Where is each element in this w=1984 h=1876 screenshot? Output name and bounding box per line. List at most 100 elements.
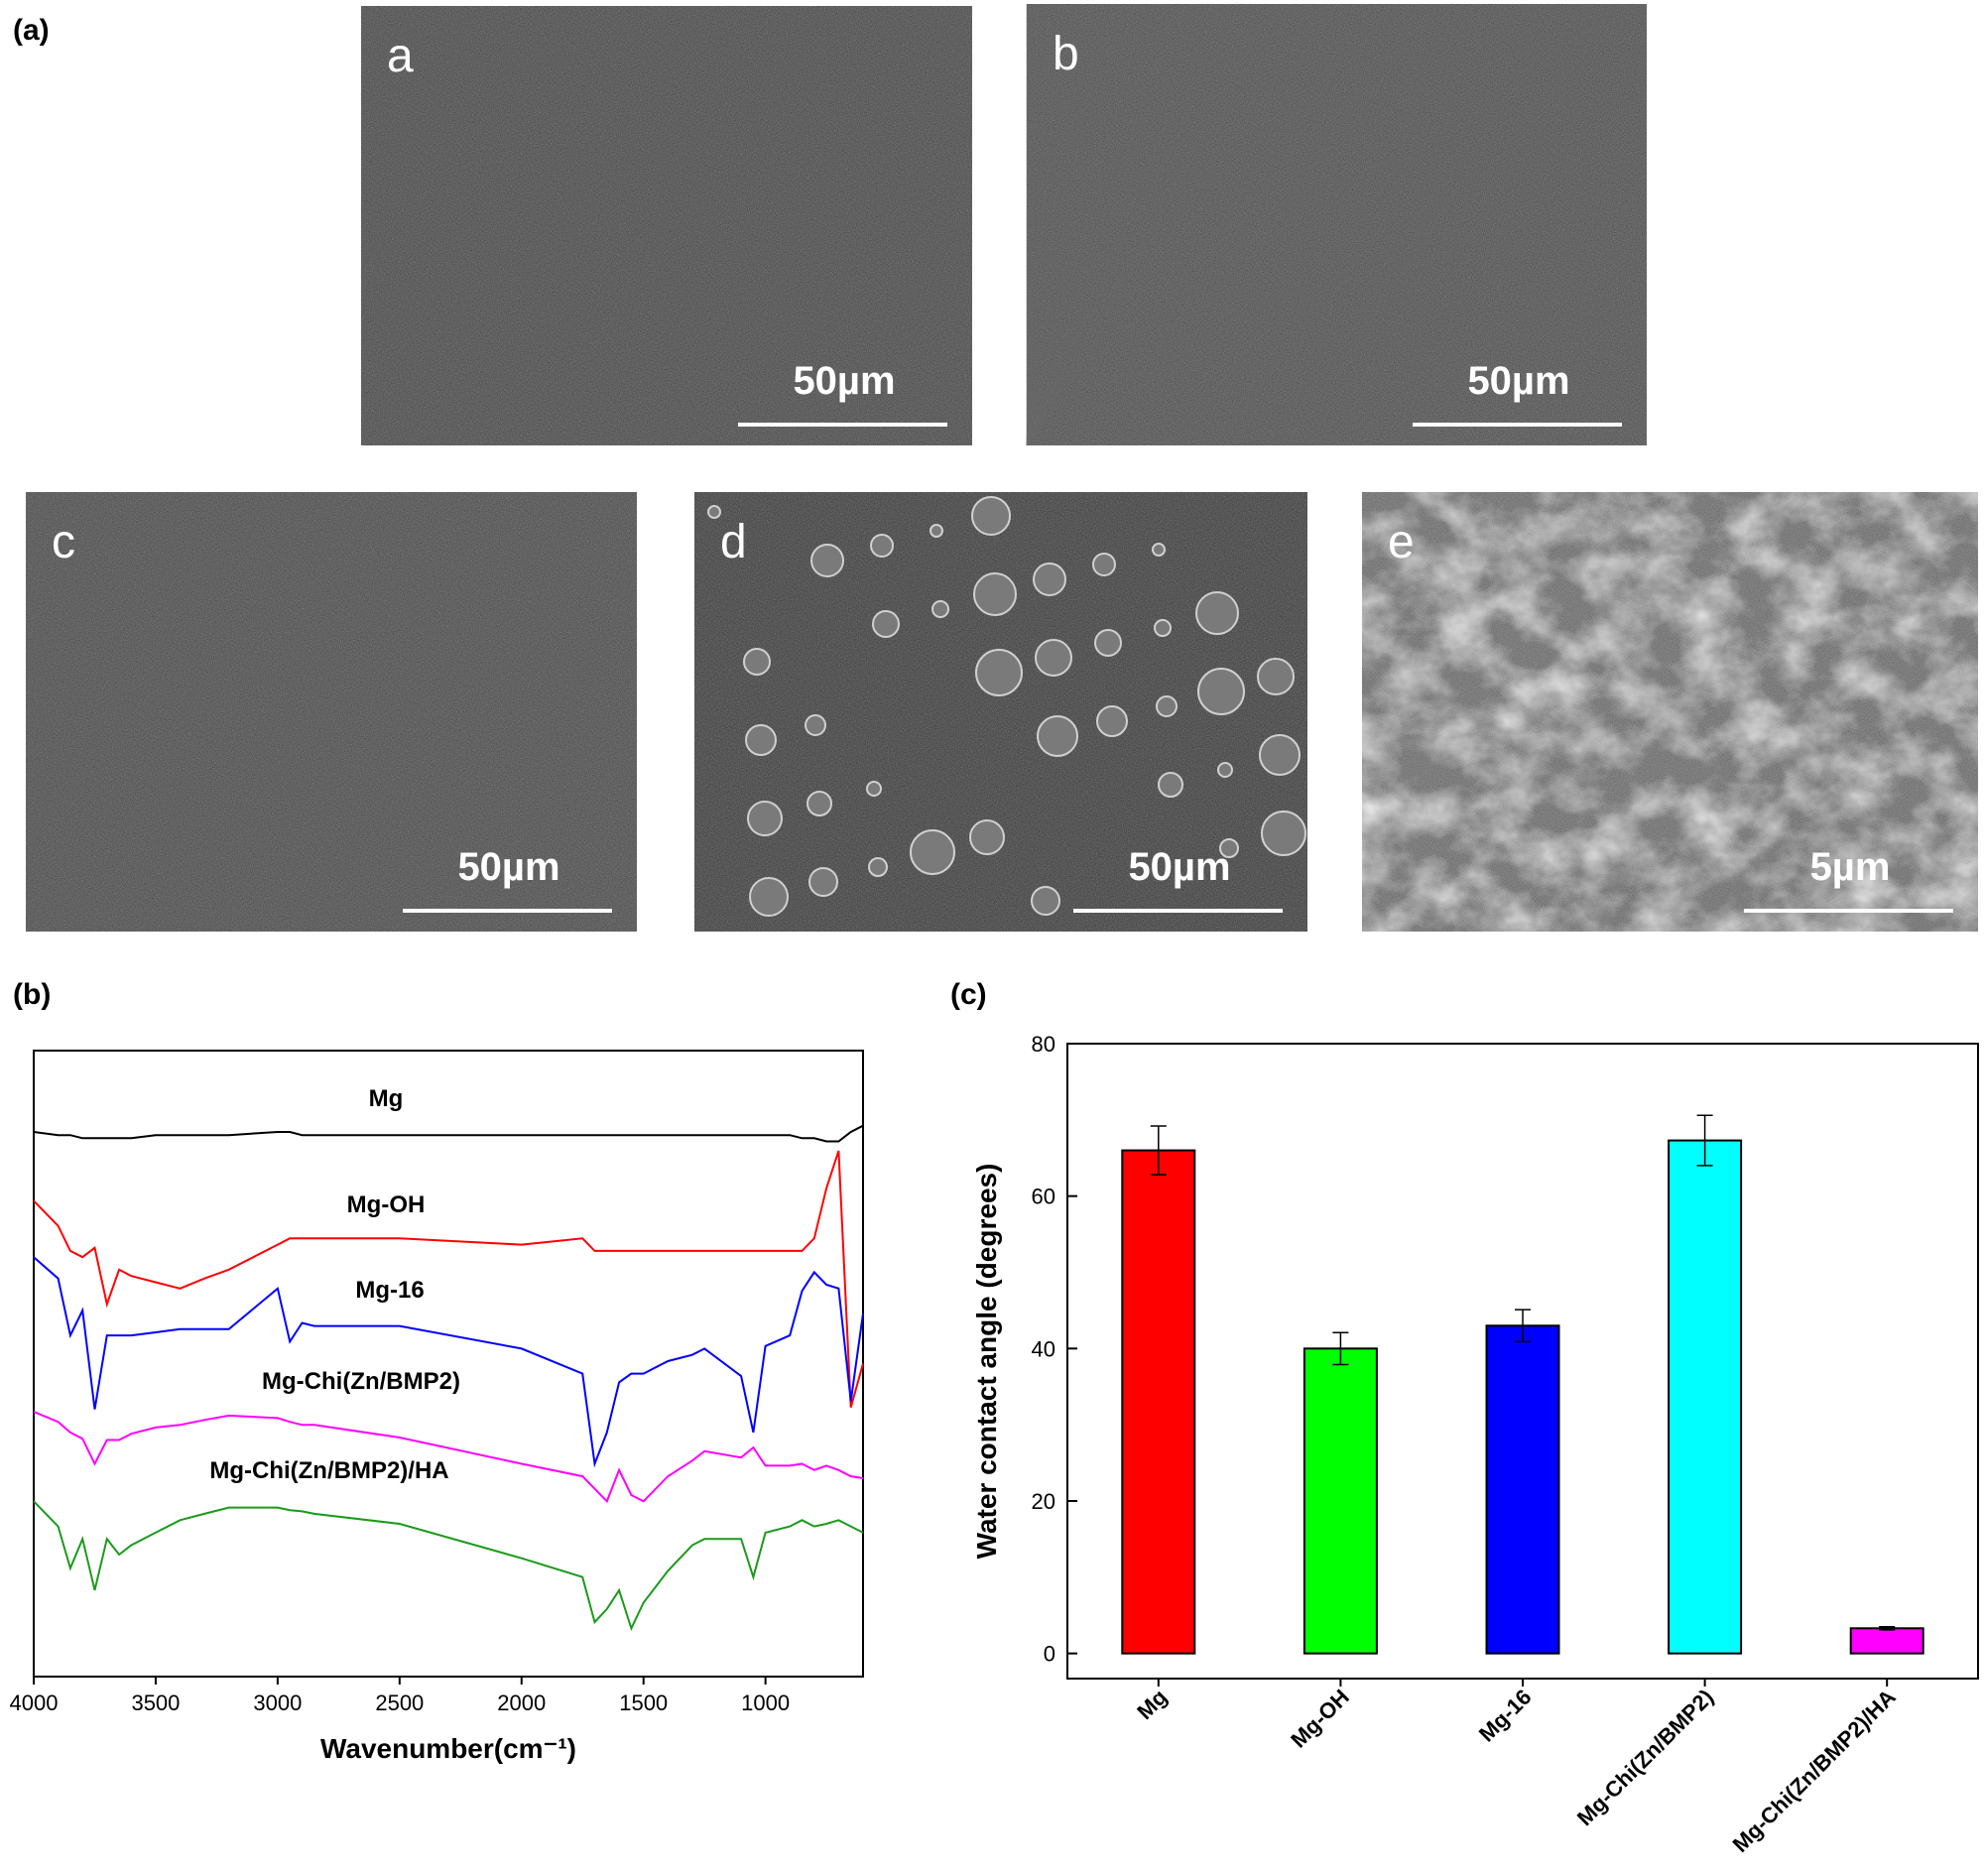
bar: [1668, 1139, 1743, 1655]
sem-particle: [1152, 543, 1166, 557]
x-tick-label: Mg-16: [1474, 1685, 1537, 1747]
plot-frame: [33, 1050, 864, 1678]
sem-scratch: [1026, 3, 1135, 446]
sem-scratch: [1092, 3, 1392, 446]
sem-particle: [868, 857, 888, 877]
sem-images: a 50µm b 50µm c 50µm d 50µm e 5µm: [26, 3, 1978, 932]
sem-scratch: [1327, 3, 1627, 446]
sem-particle: [872, 610, 900, 638]
sem-image: a 50µm: [361, 6, 972, 445]
x-tick-label: 3500: [131, 1690, 180, 1715]
error-bar: [1879, 1626, 1896, 1631]
sem-particle: [1259, 734, 1301, 776]
sem-particle: [1195, 591, 1239, 635]
sem-particle: [1257, 658, 1295, 695]
sem-scratch: [1305, 3, 1605, 446]
sem-scratch: [1026, 3, 1285, 446]
sem-particle: [1154, 619, 1172, 637]
sem-particle: [969, 819, 1005, 855]
sem-image: d 50µm: [694, 492, 1307, 932]
bar: [1121, 1149, 1196, 1655]
sem-scratch: [1285, 3, 1584, 446]
sem-scratch: [1209, 3, 1509, 446]
sem-scratch: [1026, 3, 1220, 446]
sem-particle: [745, 724, 777, 756]
panel-label: (c): [950, 978, 987, 1011]
sem-scratch: [1028, 3, 1327, 446]
spectrum-line: [33, 1411, 864, 1504]
sem-scratch: [1026, 3, 1296, 446]
sem-image: c 50µm: [26, 492, 637, 932]
sem-scratch: [1026, 3, 1231, 446]
sem-particle: [806, 791, 832, 816]
sem-particle: [747, 801, 783, 836]
sem-letter: c: [52, 516, 75, 568]
spectrum-line: [33, 1500, 864, 1632]
sem-scratch: [1026, 3, 1199, 446]
x-tick-label: Mg-OH: [1286, 1685, 1354, 1753]
sem-texture: [361, 6, 972, 445]
sem-scratch: [1026, 3, 1103, 446]
sem-particle: [973, 572, 1017, 616]
ftir-chart: 4000 3500 3000 2500 2000 1500 1000 Wavenumber(c…: [10, 1050, 864, 1764]
sem-particle: [1156, 695, 1178, 717]
sem-scratch: [1026, 3, 1050, 446]
sem-particle: [1033, 563, 1066, 596]
y-tick-label: 0: [1044, 1642, 1055, 1667]
sem-image: b 50µm: [1026, 3, 1647, 446]
y-axis-label: Water contact angle (degrees): [971, 1164, 1002, 1560]
sem-letter: b: [1053, 28, 1079, 80]
y-tick-label: 40: [1032, 1336, 1055, 1361]
sem-particle: [930, 524, 943, 538]
sem-image: e 5µm: [1362, 492, 1978, 932]
sem-particle: [1261, 811, 1306, 856]
bar: [1485, 1324, 1560, 1655]
x-tick-label: Mg-Chi(Zn/BMP2)/HA: [1728, 1685, 1901, 1857]
sem-particle: [749, 877, 789, 917]
sem-scratch: [1026, 3, 1188, 446]
x-tick-label: 2500: [375, 1690, 424, 1715]
error-bar: [1696, 1114, 1713, 1167]
sem-scratch: [1135, 3, 1434, 446]
x-tick-label: 3000: [253, 1690, 302, 1715]
sem-scratch: [1026, 3, 1124, 446]
sem-scratch: [1026, 3, 1092, 446]
sem-particle: [910, 829, 955, 875]
series-label: Mg-Chi(Zn/BMP2): [262, 1368, 460, 1395]
spectrum-line: [33, 1124, 864, 1143]
sem-scratch: [1231, 3, 1531, 446]
sem-texture: [1027, 4, 1647, 445]
contact-angle-chart: 0 20 40 60 80 Water contact angle (degrees) Mg…: [971, 1032, 1979, 1857]
sem-clumps: [1362, 492, 1978, 932]
y-tick-label: 60: [1032, 1185, 1055, 1209]
scale-bar-label: 50µm: [793, 359, 895, 403]
sem-scratch: [1026, 3, 1274, 446]
sem-particle: [1219, 838, 1239, 858]
sem-particle: [1094, 629, 1122, 657]
panel-label: (b): [13, 978, 51, 1011]
x-axis-label: Wavenumber(cm⁻¹): [320, 1733, 576, 1764]
sem-particle: [1037, 715, 1078, 757]
series-label: Mg-Chi(Zn/BMP2)/HA: [209, 1457, 448, 1484]
x-tick-label: Mg-Chi(Zn/BMP2): [1572, 1685, 1718, 1830]
sem-particle: [931, 600, 949, 618]
sem-scratch: [1026, 3, 1178, 446]
sem-scratch: [1274, 3, 1573, 446]
sem-particle: [810, 544, 844, 577]
spectrum-line: [33, 1150, 864, 1408]
sem-scratch: [1026, 3, 1039, 446]
scale-bar-label: 5µm: [1810, 845, 1891, 889]
sem-particle: [1035, 639, 1072, 677]
x-tick-label: 4000: [10, 1690, 59, 1715]
sem-particle: [1197, 668, 1245, 715]
sem-particle: [1096, 705, 1128, 737]
sem-scratch: [1220, 3, 1520, 446]
scale-bar-label: 50µm: [457, 845, 559, 889]
x-tick-label: 1500: [619, 1690, 668, 1715]
sem-particle: [1217, 762, 1233, 778]
sem-scratch: [1026, 3, 1146, 446]
sem-scratch: [1113, 3, 1413, 446]
sem-particle: [1031, 886, 1060, 916]
